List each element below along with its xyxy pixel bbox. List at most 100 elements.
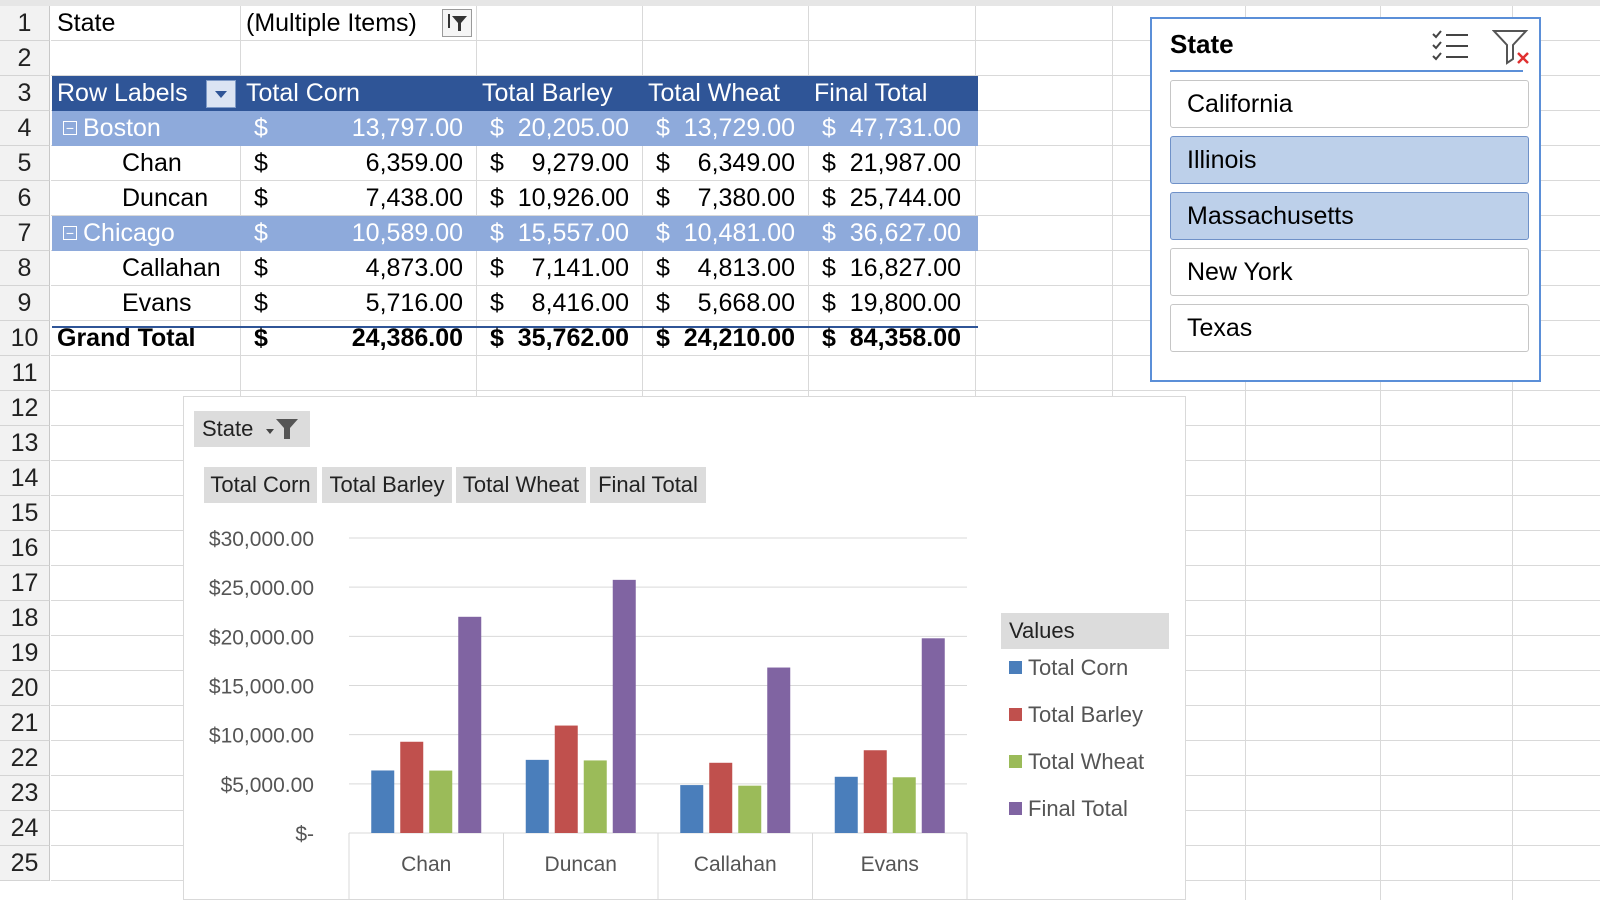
pivot-value-final[interactable]: 19,800.00 — [849, 289, 961, 317]
row-header[interactable]: 16 — [0, 531, 50, 566]
chart-legend-title: Values — [1001, 613, 1169, 649]
currency-symbol: $ — [656, 184, 670, 212]
pivot-group-label[interactable]: − Chicago — [63, 216, 175, 251]
pivot-value-wheat[interactable]: 13,729.00 — [683, 114, 795, 142]
row-label-text: Grand Total — [57, 324, 196, 352]
chart-value-button[interactable]: Total Corn — [204, 467, 317, 503]
pivot-value-corn[interactable]: 5,716.00 — [365, 289, 463, 317]
pivot-value-barley[interactable]: 8,416.00 — [531, 289, 629, 317]
report-filter-value[interactable]: (Multiple Items) — [246, 9, 417, 37]
pivot-value-barley[interactable]: 10,926.00 — [517, 184, 629, 212]
row-header[interactable]: 8 — [0, 251, 50, 286]
bar-total-corn — [834, 776, 858, 833]
collapse-icon[interactable]: − — [63, 226, 77, 240]
report-filter-button[interactable] — [442, 9, 472, 37]
row-header[interactable]: 10 — [0, 321, 50, 356]
pivot-value-final[interactable]: 36,627.00 — [849, 219, 961, 247]
row-header[interactable]: 4 — [0, 111, 50, 146]
row-header[interactable]: 19 — [0, 636, 50, 671]
slicer-item-texas[interactable]: Texas — [1170, 304, 1529, 352]
row-label-text: Chicago — [83, 219, 175, 247]
pivot-value-corn[interactable]: 4,873.00 — [365, 254, 463, 282]
row-header[interactable]: 24 — [0, 811, 50, 846]
slicer-item-massachusetts[interactable]: Massachusetts — [1170, 192, 1529, 240]
currency-symbol: $ — [490, 184, 504, 212]
row-header[interactable]: 14 — [0, 461, 50, 496]
row-header[interactable]: 23 — [0, 776, 50, 811]
pivot-value-final[interactable]: 16,827.00 — [849, 254, 961, 282]
slicer-item-california[interactable]: California — [1170, 80, 1529, 128]
row-labels-dropdown[interactable] — [206, 80, 236, 108]
pivot-value-wheat[interactable]: 10,481.00 — [683, 219, 795, 247]
currency-symbol: $ — [254, 149, 268, 177]
row-header[interactable]: 11 — [0, 356, 50, 391]
pivot-value-final[interactable]: 84,358.00 — [849, 324, 961, 352]
row-header[interactable]: 6 — [0, 181, 50, 216]
pivot-value-final[interactable]: 47,731.00 — [849, 114, 961, 142]
x-tick-label: Evans — [861, 853, 919, 876]
chart-plot-area: $- $5,000.00 $10,000.00 $15,000.00 $20,000.0… — [209, 528, 968, 899]
collapse-icon[interactable]: − — [63, 121, 77, 135]
row-header[interactable]: 18 — [0, 601, 50, 636]
pivot-value-barley[interactable]: 9,279.00 — [531, 149, 629, 177]
row-header[interactable]: 7 — [0, 216, 50, 251]
y-tick-label: $15,000.00 — [209, 676, 314, 699]
legend-swatch — [1009, 661, 1022, 674]
legend-label: Total Corn — [1028, 655, 1129, 680]
slicer-item-illinois[interactable]: Illinois — [1170, 136, 1529, 184]
row-header[interactable]: 20 — [0, 671, 50, 706]
state-slicer[interactable]: State California Illinois Massachusetts New… — [1150, 17, 1541, 382]
pivot-value-barley[interactable]: 15,557.00 — [517, 219, 629, 247]
currency-symbol: $ — [822, 114, 836, 142]
chart-state-filter-button[interactable]: State — [194, 411, 310, 447]
row-header[interactable]: 3 — [0, 76, 50, 111]
pivot-value-wheat[interactable]: 24,210.00 — [683, 324, 795, 352]
pivot-value-barley[interactable]: 35,762.00 — [517, 324, 629, 352]
chart-value-button[interactable]: Final Total — [590, 467, 706, 503]
pivot-value-corn[interactable]: 6,359.00 — [365, 149, 463, 177]
currency-symbol: $ — [254, 219, 268, 247]
row-header[interactable]: 9 — [0, 286, 50, 321]
pivot-value-wheat[interactable]: 7,380.00 — [697, 184, 795, 212]
slicer-item-new-york[interactable]: New York — [1170, 248, 1529, 296]
row-label-text: Boston — [83, 114, 161, 142]
pivot-value-wheat[interactable]: 6,349.00 — [697, 149, 795, 177]
pivot-value-final[interactable]: 25,744.00 — [849, 184, 961, 212]
pivot-item-label[interactable]: Callahan — [122, 251, 221, 286]
multi-select-icon[interactable] — [1430, 27, 1470, 63]
row-header[interactable]: 25 — [0, 846, 50, 881]
column-header-edge — [0, 0, 1600, 6]
pivot-chart[interactable]: $- $5,000.00 $10,000.00 $15,000.00 $20,000.0… — [183, 396, 1186, 900]
pivot-value-barley[interactable]: 20,205.00 — [517, 114, 629, 142]
row-header[interactable]: 5 — [0, 146, 50, 181]
row-header[interactable]: 22 — [0, 741, 50, 776]
pivot-value-final[interactable]: 21,987.00 — [849, 149, 961, 177]
clear-filter-icon[interactable] — [1492, 27, 1532, 67]
pivot-value-wheat[interactable]: 5,668.00 — [697, 289, 795, 317]
pivot-item-label[interactable]: Chan — [122, 146, 182, 181]
pivot-value-corn[interactable]: 13,797.00 — [351, 114, 463, 142]
currency-symbol: $ — [490, 149, 504, 177]
grand-total-label[interactable]: Grand Total — [57, 321, 195, 356]
pivot-value-corn[interactable]: 10,589.00 — [351, 219, 463, 247]
pivot-item-label[interactable]: Evans — [122, 286, 191, 321]
row-header[interactable]: 15 — [0, 496, 50, 531]
pivot-value-corn[interactable]: 7,438.00 — [365, 184, 463, 212]
chart-value-button[interactable]: Total Wheat — [456, 467, 586, 503]
row-header[interactable]: 13 — [0, 426, 50, 461]
row-header[interactable]: 2 — [0, 41, 50, 76]
pivot-group-label[interactable]: − Boston — [63, 111, 161, 146]
chart-value-button[interactable]: Total Barley — [322, 467, 452, 503]
pivot-item-label[interactable]: Duncan — [122, 181, 208, 216]
pivot-value-wheat[interactable]: 4,813.00 — [697, 254, 795, 282]
slicer-title: State — [1170, 29, 1234, 59]
currency-symbol: $ — [822, 219, 836, 247]
row-header[interactable]: 21 — [0, 706, 50, 741]
row-header[interactable]: 17 — [0, 566, 50, 601]
row-header[interactable]: 1 — [0, 6, 50, 41]
row-header[interactable]: 12 — [0, 391, 50, 426]
pivot-value-barley[interactable]: 7,141.00 — [531, 254, 629, 282]
currency-symbol: $ — [490, 289, 504, 317]
legend-label: Final Total — [1028, 796, 1128, 821]
pivot-value-corn[interactable]: 24,386.00 — [351, 324, 463, 352]
